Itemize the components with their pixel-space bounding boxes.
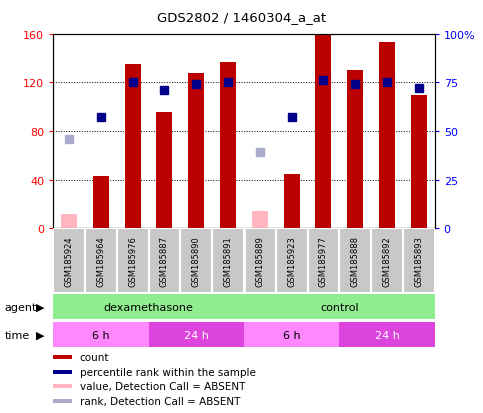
Text: GDS2802 / 1460304_a_at: GDS2802 / 1460304_a_at (157, 12, 326, 24)
Bar (244, 229, 276, 293)
Text: rank, Detection Call = ABSENT: rank, Detection Call = ABSENT (80, 396, 240, 406)
Bar (411, 95, 427, 229)
Bar (149, 322, 244, 348)
Bar (403, 229, 435, 293)
Text: GSM185976: GSM185976 (128, 235, 137, 286)
Bar (53, 385, 72, 388)
Bar (53, 370, 72, 374)
Bar (308, 229, 339, 293)
Text: 24 h: 24 h (374, 330, 399, 340)
Text: count: count (80, 352, 109, 362)
Bar (276, 229, 308, 293)
Bar (339, 229, 371, 293)
Text: GSM185888: GSM185888 (351, 235, 360, 286)
Bar (53, 229, 85, 293)
Text: ▶: ▶ (36, 330, 45, 340)
Bar (244, 294, 435, 320)
Text: GSM185924: GSM185924 (65, 235, 73, 286)
Text: time: time (5, 330, 30, 340)
Bar (188, 74, 204, 229)
Text: 6 h: 6 h (283, 330, 300, 340)
Bar (61, 214, 77, 229)
Bar (117, 229, 149, 293)
Text: GSM185891: GSM185891 (224, 235, 232, 286)
Text: dexamethasone: dexamethasone (103, 302, 194, 312)
Text: GSM185964: GSM185964 (96, 235, 105, 286)
Bar (379, 43, 395, 229)
Text: percentile rank within the sample: percentile rank within the sample (80, 367, 256, 377)
Bar (85, 229, 117, 293)
Text: GSM185892: GSM185892 (383, 235, 392, 286)
Bar (347, 71, 363, 229)
Bar (339, 322, 435, 348)
Bar (93, 177, 109, 229)
Bar (125, 65, 141, 229)
Bar (212, 229, 244, 293)
Text: agent: agent (5, 302, 37, 312)
Bar (149, 229, 180, 293)
Text: GSM185923: GSM185923 (287, 235, 296, 286)
Bar (284, 174, 299, 229)
Text: GSM185887: GSM185887 (160, 235, 169, 286)
Text: GSM185890: GSM185890 (192, 235, 201, 286)
Bar (244, 322, 339, 348)
Bar (53, 322, 149, 348)
Bar (53, 294, 244, 320)
Bar (371, 229, 403, 293)
Text: value, Detection Call = ABSENT: value, Detection Call = ABSENT (80, 381, 245, 392)
Text: GSM185977: GSM185977 (319, 235, 328, 286)
Text: 6 h: 6 h (92, 330, 110, 340)
Text: 24 h: 24 h (184, 330, 209, 340)
Bar (315, 35, 331, 229)
Bar (220, 63, 236, 229)
Text: GSM185889: GSM185889 (256, 235, 264, 286)
Bar (156, 112, 172, 229)
Text: control: control (320, 302, 358, 312)
Text: GSM185893: GSM185893 (414, 235, 423, 286)
Bar (252, 212, 268, 229)
Bar (53, 399, 72, 403)
Bar (180, 229, 212, 293)
Text: ▶: ▶ (36, 302, 45, 312)
Bar (53, 356, 72, 359)
